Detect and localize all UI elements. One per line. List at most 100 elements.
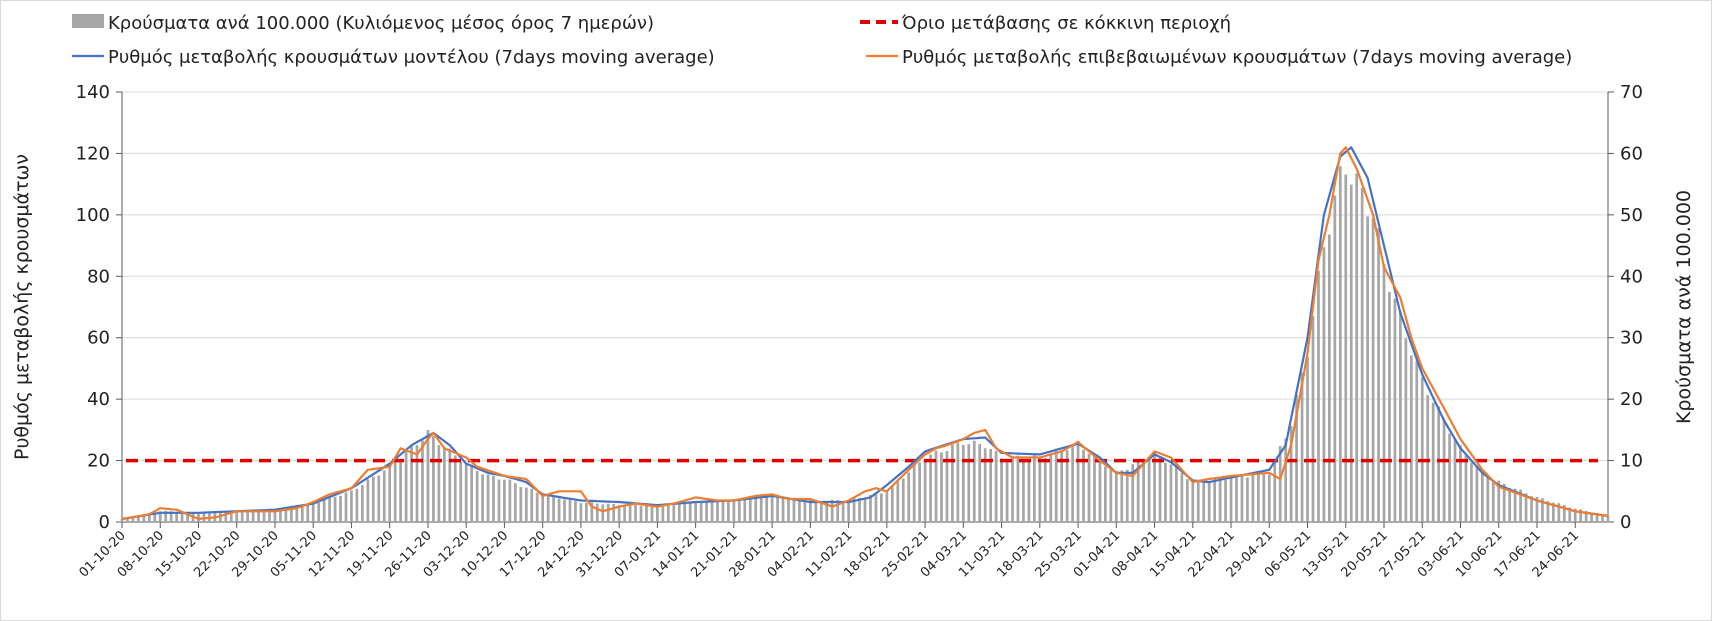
bar <box>776 496 779 522</box>
bar <box>737 499 741 522</box>
bar <box>1131 464 1135 522</box>
bar <box>317 502 321 522</box>
legend-label-model: Ρυθμός μεταβολής κρουσμάτων μοντέλου (7d… <box>108 47 715 68</box>
bar <box>1158 456 1162 522</box>
bar <box>683 503 687 522</box>
bar <box>410 445 413 522</box>
bar <box>1442 420 1446 522</box>
bar <box>437 445 441 522</box>
bar <box>1480 471 1484 522</box>
bar <box>650 504 654 522</box>
bar <box>415 445 419 522</box>
bar <box>224 511 228 522</box>
bar <box>328 497 331 522</box>
bar <box>699 502 703 522</box>
bar <box>1562 505 1566 522</box>
bar <box>1054 448 1058 522</box>
bar <box>727 500 730 522</box>
bar <box>481 474 484 522</box>
bar <box>404 451 408 522</box>
bar <box>1584 510 1588 522</box>
bar <box>1404 338 1408 522</box>
bar <box>1382 264 1386 522</box>
bar <box>1333 195 1337 523</box>
bar <box>235 511 239 522</box>
bar <box>371 476 375 522</box>
bar <box>197 513 200 522</box>
bar <box>137 515 140 522</box>
bar <box>1426 395 1430 522</box>
y-left-tick-label: 20 <box>87 451 110 472</box>
bar <box>1120 470 1124 522</box>
bar <box>1579 509 1583 522</box>
y-left-tick-label: 140 <box>76 82 110 103</box>
bar <box>311 503 315 522</box>
bar <box>1300 372 1304 522</box>
bar <box>617 505 621 522</box>
bar <box>1049 453 1053 522</box>
bar <box>1448 433 1451 522</box>
y-right-tick-label: 0 <box>1620 512 1631 533</box>
bar <box>1590 512 1593 522</box>
bar <box>852 498 856 522</box>
bar <box>142 514 146 522</box>
bar <box>732 499 736 522</box>
bar <box>279 509 282 522</box>
bar <box>333 496 337 522</box>
bar <box>967 444 971 522</box>
bar <box>934 450 938 522</box>
bar <box>1213 478 1217 522</box>
bar <box>1524 493 1528 522</box>
bar <box>994 450 998 522</box>
bar <box>361 485 364 522</box>
y-left-tick-label: 80 <box>87 266 110 287</box>
bar <box>880 493 883 522</box>
bar <box>798 499 801 522</box>
bar <box>1497 480 1501 522</box>
bar <box>1366 216 1369 522</box>
bar <box>1180 472 1184 522</box>
bar <box>1344 174 1348 522</box>
bar <box>896 480 900 522</box>
bar <box>262 510 266 522</box>
bar <box>1568 507 1572 522</box>
bar <box>1022 459 1025 522</box>
bar <box>530 488 534 522</box>
bar <box>623 505 626 522</box>
bar <box>574 500 577 522</box>
bar <box>251 510 255 522</box>
bar <box>557 498 561 522</box>
bar <box>912 464 916 522</box>
bar <box>393 462 397 522</box>
bar <box>1393 298 1397 522</box>
bar <box>1098 459 1102 522</box>
bar <box>470 464 474 522</box>
bar <box>672 503 676 522</box>
bar <box>147 512 151 522</box>
bar <box>748 497 752 522</box>
bar <box>1256 472 1260 522</box>
bar <box>158 511 162 522</box>
bar <box>1486 477 1490 522</box>
bar <box>1142 461 1145 522</box>
bar <box>656 505 659 522</box>
bar <box>1420 377 1424 522</box>
bar <box>240 511 244 522</box>
bar <box>464 462 468 522</box>
bar <box>1431 402 1435 522</box>
bar <box>645 505 648 522</box>
bar <box>492 475 495 522</box>
bar <box>1546 501 1550 522</box>
bar <box>819 501 823 522</box>
bar <box>666 504 670 522</box>
bar <box>1311 316 1315 522</box>
bar <box>710 500 714 522</box>
bar <box>1191 481 1195 522</box>
bar <box>688 502 692 522</box>
bar <box>606 503 610 522</box>
bar <box>1377 228 1380 522</box>
bar <box>508 479 512 522</box>
bar <box>1470 462 1473 522</box>
bar <box>1437 406 1441 522</box>
